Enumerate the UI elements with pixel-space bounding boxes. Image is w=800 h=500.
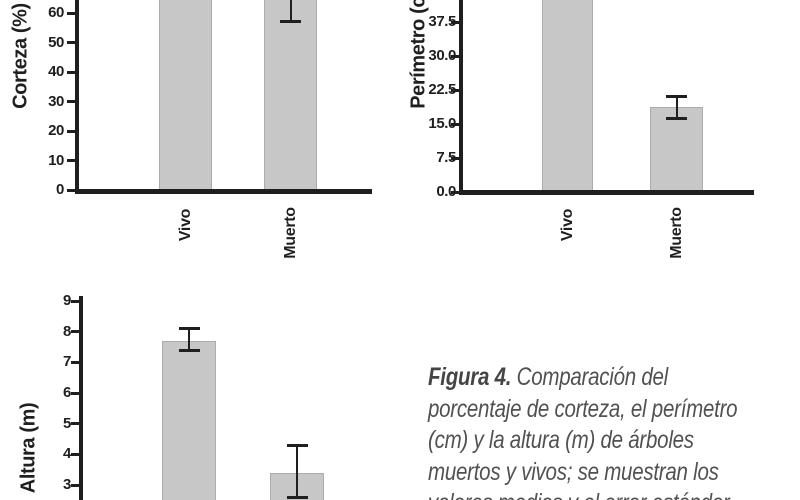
error-bar-cap-bottom-muerto	[666, 117, 687, 121]
y-tick-label: 9	[63, 292, 71, 309]
caption-line: valores medios y el error estándar	[428, 488, 781, 500]
y-tick-label: 5	[63, 414, 71, 432]
y-tick-label: 0.0	[436, 183, 456, 200]
y-tick-mark	[67, 159, 75, 162]
y-tick-label: 30	[48, 92, 64, 110]
error-bar-cap-bottom-vivo	[178, 348, 200, 352]
y-tick-label: 22.5	[428, 81, 456, 98]
y-tick-mark	[71, 330, 79, 334]
error-bar-stem-muerto	[289, 0, 292, 22]
caption-line: muertos y vivos; se muestran los	[428, 457, 719, 486]
y-tick-mark	[71, 360, 79, 364]
y-tick-label: 3	[63, 476, 71, 493]
y-tick-mark	[451, 88, 459, 92]
y-axis-line	[75, 0, 79, 193]
bar-muerto	[650, 106, 703, 192]
y-tick-label: 7	[63, 353, 71, 371]
y-tick-mark	[67, 100, 75, 103]
y-tick-mark	[71, 299, 79, 303]
bar-vivo	[162, 340, 216, 500]
caption-line: porcentaje de corteza, el perímetro	[428, 394, 738, 423]
y-tick-label: 15.0	[428, 115, 456, 132]
y-tick-mark	[71, 422, 79, 426]
y-tick-label: 50	[48, 33, 64, 51]
bar-muerto	[264, 0, 317, 190]
y-tick-label: 60	[48, 4, 64, 21]
error-bar-cap-top-muerto	[666, 95, 687, 99]
y-tick-label: 40	[48, 63, 64, 80]
y-tick-mark	[71, 452, 79, 456]
y-tick-label: 4	[63, 445, 71, 463]
y-tick-mark	[67, 129, 75, 133]
y-tick-label: 30.0	[428, 47, 456, 64]
y-tick-mark	[451, 122, 459, 126]
y-tick-mark	[67, 41, 75, 44]
x-axis-line	[459, 190, 754, 195]
y-tick-label: 10	[48, 151, 64, 169]
y-tick-mark	[67, 188, 75, 192]
y-tick-label: 20	[48, 122, 64, 139]
error-bar-cap-top-vivo	[178, 327, 200, 331]
error-bar-stem-muerto	[296, 445, 298, 498]
error-bar-cap-top-muerto	[286, 443, 308, 447]
y-tick-mark	[451, 54, 459, 58]
x-axis-line	[75, 189, 372, 194]
y-axis-line	[79, 296, 83, 500]
caption-line: Figura 4. Comparación del	[428, 363, 668, 391]
y-axis-line	[459, 0, 463, 195]
bar-vivo	[159, 0, 212, 190]
y-tick-label: 7.5	[436, 149, 456, 166]
error-bar-cap-bottom-muerto	[286, 495, 308, 499]
error-bar-cap-bottom-muerto	[280, 20, 301, 24]
y-tick-label: 6	[63, 384, 71, 401]
caption-line: (cm) y la altura (m) de árboles	[428, 426, 694, 454]
bar-vivo	[542, 0, 593, 192]
caption-figure-label: Figura 4.	[428, 363, 512, 391]
y-tick-label: 37.5	[428, 13, 456, 30]
figure-caption: Figura 4. Comparación del porcentaje de c…	[428, 362, 781, 500]
y-tick-mark	[71, 391, 79, 395]
y-tick-mark	[71, 483, 79, 487]
y-tick-label: 0	[56, 181, 64, 198]
y-tick-mark	[451, 190, 459, 194]
y-tick-mark	[451, 156, 459, 160]
y-tick-mark	[67, 70, 75, 74]
y-tick-label: 8	[63, 322, 71, 340]
y-tick-mark	[67, 11, 75, 15]
error-bar-stem-muerto	[675, 96, 678, 119]
error-bar-stem-vivo	[188, 328, 190, 351]
y-axis-label-altura: Altura (m)	[17, 402, 40, 494]
y-tick-mark	[451, 20, 459, 24]
